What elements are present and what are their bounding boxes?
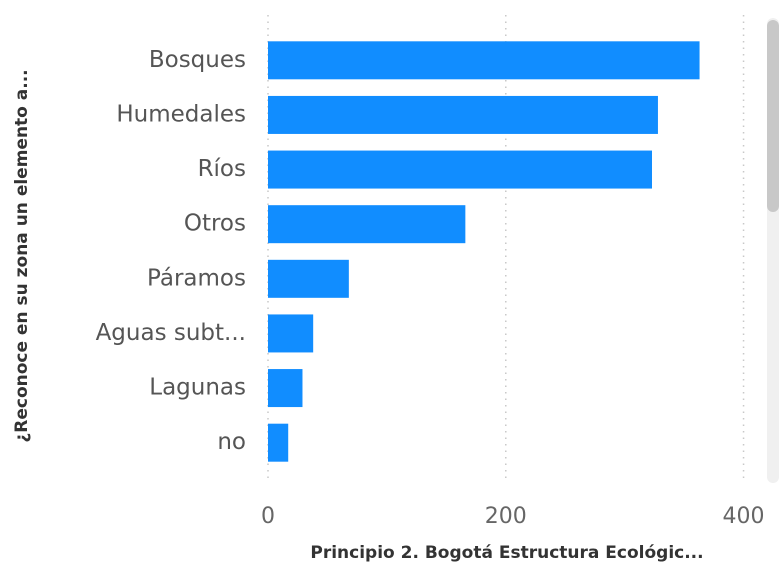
bar: [268, 205, 466, 244]
y-tick-label: Humedales: [116, 101, 246, 127]
bar: [268, 41, 700, 80]
bar: [268, 314, 314, 353]
y-axis-title: ¿Reconoce en su zona un elemento a...: [12, 69, 32, 442]
bar: [268, 95, 658, 134]
bar: [268, 150, 653, 189]
bar: [268, 259, 349, 298]
scrollbar-thumb[interactable]: [767, 20, 779, 212]
y-tick-label: Otros: [184, 211, 246, 237]
y-tick-label: Ríos: [198, 156, 246, 182]
x-tick-label: 200: [485, 504, 527, 529]
y-tick-label: Páramos: [147, 265, 246, 291]
x-tick-label: 0: [261, 504, 275, 529]
y-tick-label: Bosques: [149, 47, 246, 73]
y-tick-label: no: [217, 429, 246, 455]
bar: [268, 369, 303, 408]
y-tick-label: Lagunas: [149, 375, 246, 401]
x-tick-label: 400: [723, 504, 765, 529]
y-tick-label: Aguas subt...: [96, 320, 246, 346]
x-axis-title: Principio 2. Bogotá Estructura Ecológic.…: [310, 543, 703, 563]
bar: [268, 423, 289, 462]
